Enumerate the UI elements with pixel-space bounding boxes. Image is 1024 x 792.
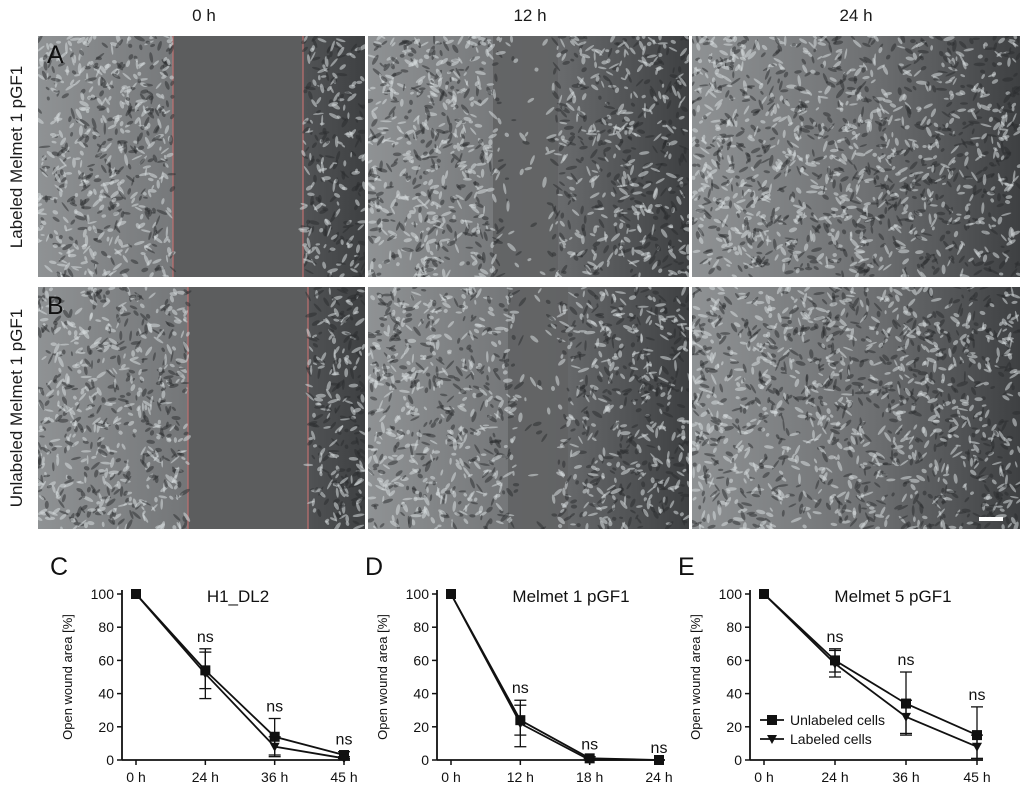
series-line-square xyxy=(763,593,978,736)
data-point-triangle xyxy=(131,590,141,599)
data-point-triangle xyxy=(584,756,595,765)
chart-c: H1_DL2 0 20 40 60 80 100 Open wound area [%] 0 h… xyxy=(60,586,358,785)
panel-letter-a: A xyxy=(47,41,64,69)
ns-annotation: ns xyxy=(266,699,283,716)
y-tick-label: 60 xyxy=(413,652,429,668)
data-point-triangle xyxy=(200,669,211,679)
ns-annotation: ns xyxy=(512,680,529,697)
x-tick-label: 45 h xyxy=(330,769,357,785)
chart-d: Melmet 1 pGF1 0 20 40 60 80 100 Open wound area… xyxy=(375,586,673,785)
y-tick-label: 20 xyxy=(98,719,114,735)
y-tick-label: 100 xyxy=(719,586,743,602)
panel-letter-b: B xyxy=(47,292,64,320)
data-point-triangle xyxy=(901,712,911,722)
data-point-triangle xyxy=(972,742,982,752)
legend-label: Labeled cells xyxy=(790,731,872,747)
y-tick-label: 100 xyxy=(406,586,430,602)
ns-annotation: ns xyxy=(336,732,353,749)
ns-annotation: ns xyxy=(898,652,915,669)
y-tick-label: 80 xyxy=(413,619,429,635)
series-line-triangle xyxy=(763,593,978,748)
y-tick-label: 40 xyxy=(726,686,742,702)
series-line-triangle xyxy=(450,593,659,761)
row-label-unlabeled-text: Unlabeled Melmet 1 pGF1 xyxy=(7,308,26,507)
y-tick-label: 40 xyxy=(413,686,429,702)
chart-e: Melmet 5 pGF1 0 20 40 60 80 100 Open wound area… xyxy=(688,586,991,785)
column-header-24h: 24 h xyxy=(839,6,873,25)
x-tick-label: 18 h xyxy=(576,769,603,785)
y-tick-label: 60 xyxy=(726,652,742,668)
x-tick-label: 0 h xyxy=(754,769,773,785)
panel-letter-d: D xyxy=(365,553,384,581)
scale-bar xyxy=(979,517,1003,521)
y-axis-label: Open wound area [%] xyxy=(688,614,703,740)
row-label-unlabeled: Unlabeled Melmet 1 pGF1 xyxy=(2,285,32,530)
y-tick-label: 20 xyxy=(413,719,429,735)
y-axis-label: Open wound area [%] xyxy=(60,614,75,740)
data-point-triangle xyxy=(446,590,456,599)
y-tick-label: 0 xyxy=(421,752,429,768)
data-point-triangle xyxy=(515,719,526,729)
data-point-triangle xyxy=(339,754,349,764)
y-tick-label: 60 xyxy=(98,652,114,668)
ns-annotation: ns xyxy=(827,629,844,646)
ns-annotation: ns xyxy=(651,740,668,757)
legend-label: Unlabeled cells xyxy=(790,712,885,728)
column-header-0h: 0 h xyxy=(192,6,216,25)
chart-title: Melmet 5 pGF1 xyxy=(834,587,951,606)
ns-annotation: ns xyxy=(581,737,598,754)
x-tick-label: 45 h xyxy=(963,769,990,785)
ns-annotation: ns xyxy=(969,687,986,704)
y-tick-label: 80 xyxy=(98,619,114,635)
row-label-labeled: Labeled Melmet 1 pGF1 xyxy=(2,34,32,279)
y-axis-label: Open wound area [%] xyxy=(375,614,390,740)
legend-marker-triangle xyxy=(767,735,777,744)
x-tick-label: 36 h xyxy=(892,769,919,785)
x-tick-label: 0 h xyxy=(441,769,460,785)
micrograph-labeled-24h xyxy=(692,36,1020,277)
micrograph-unlabeled-12h xyxy=(368,287,689,529)
y-tick-label: 100 xyxy=(91,586,115,602)
micrograph-unlabeled-24h xyxy=(692,287,1020,529)
y-tick-label: 80 xyxy=(726,619,742,635)
x-tick-label: 24 h xyxy=(192,769,219,785)
series-line-square xyxy=(135,593,345,756)
data-point-triangle xyxy=(654,756,664,765)
micrograph-labeled-12h xyxy=(368,36,689,277)
x-tick-label: 0 h xyxy=(126,769,145,785)
y-tick-label: 20 xyxy=(726,719,742,735)
ns-annotation: ns xyxy=(197,629,214,646)
panel-letter-c: C xyxy=(50,553,69,581)
y-tick-label: 0 xyxy=(106,752,114,768)
data-point-triangle xyxy=(830,659,840,669)
legend-marker-square xyxy=(767,715,777,725)
series-line-triangle xyxy=(135,593,345,760)
data-point-triangle xyxy=(759,590,769,599)
y-tick-label: 40 xyxy=(98,686,114,702)
x-tick-label: 24 h xyxy=(821,769,848,785)
data-point-triangle xyxy=(269,742,280,752)
micrograph-labeled-0h xyxy=(38,36,365,277)
x-tick-label: 24 h xyxy=(645,769,672,785)
column-header-12h: 12 h xyxy=(513,6,547,25)
chart-title: Melmet 1 pGF1 xyxy=(512,587,629,606)
x-tick-label: 12 h xyxy=(507,769,534,785)
micrograph-unlabeled-0h xyxy=(38,287,365,529)
chart-title: H1_DL2 xyxy=(207,587,269,606)
x-tick-label: 36 h xyxy=(261,769,288,785)
series-line-square xyxy=(450,593,660,761)
y-tick-label: 0 xyxy=(734,752,742,768)
panel-letter-e: E xyxy=(678,553,695,581)
row-label-labeled-text: Labeled Melmet 1 pGF1 xyxy=(7,65,27,248)
